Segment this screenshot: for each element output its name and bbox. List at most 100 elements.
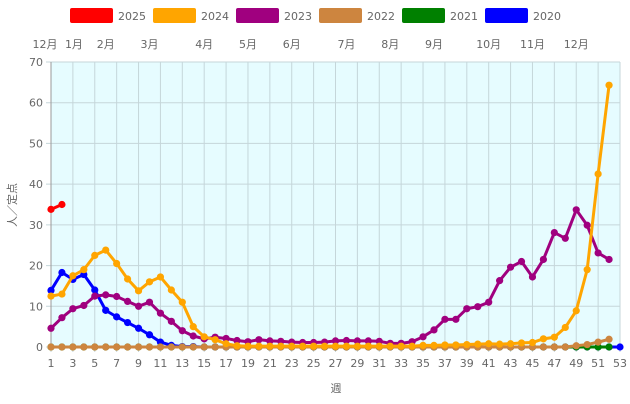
point-2022-week-47: [550, 343, 558, 351]
point-2022-week-3: [69, 343, 77, 351]
point-2024-week-26: [320, 342, 329, 350]
legend-label-2023: 2023: [284, 10, 312, 23]
point-2024-week-25: [310, 342, 318, 350]
month-labels: 12月 1月 2月 3月 4月 5月 6月 7月 8月 9月 10月 11月 12月: [32, 38, 588, 51]
point-2024-week-30: [364, 342, 372, 350]
point-2023-week-43: [506, 263, 515, 271]
y-tick-label: 30: [29, 219, 43, 232]
legend-swatch-2021: [402, 8, 445, 23]
point-2023-week-8: [123, 297, 132, 305]
x-tick-label: 21: [263, 357, 277, 370]
legend-label-2020: 2020: [533, 10, 561, 23]
point-2022-week-1: [47, 343, 55, 351]
point-2022-week-11: [156, 343, 165, 351]
series-2023: [47, 206, 613, 347]
point-2023-week-52: [605, 255, 613, 264]
point-2022-week-15: [200, 343, 208, 351]
point-2022-week-13: [178, 343, 186, 351]
point-2024-week-10: [145, 278, 154, 286]
point-2024-week-36: [430, 341, 438, 349]
x-tick-label: 9: [135, 357, 142, 370]
x-tick-label: 35: [416, 357, 430, 370]
point-2024-week-45: [528, 338, 537, 347]
legend-swatch-2022: [319, 8, 362, 23]
point-2023-week-40: [474, 303, 482, 311]
point-2024-week-52: [605, 81, 613, 89]
point-2023-week-9: [134, 302, 143, 310]
point-2024-week-22: [277, 342, 285, 350]
point-2024-week-24: [299, 342, 307, 350]
point-2024-week-11: [156, 273, 165, 281]
point-2022-week-46: [539, 343, 548, 351]
point-2020-week-9: [134, 324, 143, 332]
x-tick-label: 33: [394, 357, 408, 370]
point-2023-week-11: [156, 309, 165, 317]
point-2023-week-21: [266, 337, 274, 345]
point-2024-week-43: [506, 340, 515, 348]
y-tick-label: 10: [29, 300, 43, 313]
point-2023-week-48: [561, 234, 569, 242]
month-label: 3月: [140, 38, 158, 51]
point-2023-week-5: [91, 292, 99, 300]
point-2024-week-46: [539, 335, 548, 343]
point-2024-week-17: [222, 340, 230, 348]
point-2024-week-35: [419, 341, 427, 349]
x-tick-label: 17: [219, 357, 233, 370]
legend-swatch-2020: [485, 8, 528, 23]
point-2023-week-36: [430, 326, 438, 334]
y-tick-label: 40: [29, 178, 43, 191]
month-label: 8月: [381, 38, 399, 51]
month-label: 11月: [520, 38, 545, 51]
point-2025-week-2: [58, 200, 66, 209]
point-2023-week-27: [331, 337, 340, 345]
legend-label-2024: 2024: [201, 10, 229, 23]
point-2024-week-44: [517, 339, 526, 347]
x-tick-label: 3: [69, 357, 76, 370]
point-2024-week-34: [408, 342, 416, 350]
y-tick-label: 50: [29, 137, 43, 150]
series-2024: [47, 81, 613, 350]
point-2023-week-35: [419, 333, 427, 341]
month-label: 4月: [195, 38, 213, 51]
point-2020-week-2: [58, 268, 66, 277]
point-2024-week-21: [266, 342, 274, 350]
point-2020-week-8: [123, 318, 132, 327]
series-2025: [47, 200, 66, 213]
point-2020-week-10: [145, 331, 154, 339]
point-2024-week-16: [211, 336, 219, 344]
x-tick-label: 51: [591, 357, 605, 370]
point-2023-week-13: [178, 327, 186, 335]
x-tick-label: 25: [307, 357, 321, 370]
point-2024-week-38: [452, 341, 460, 349]
x-tick-label: 41: [482, 357, 496, 370]
legend-label-2025: 2025: [118, 10, 146, 23]
point-2023-week-49: [572, 206, 580, 214]
point-2022-week-5: [91, 343, 99, 351]
y-axis-title: 人／定点: [5, 183, 19, 227]
y-tick-label: 70: [29, 56, 43, 69]
point-2020-week-6: [102, 306, 110, 314]
point-2022-week-14: [189, 343, 197, 351]
point-2023-week-20: [255, 336, 263, 344]
point-2024-week-48: [561, 323, 569, 332]
point-2024-week-19: [244, 342, 252, 350]
point-2023-week-37: [441, 315, 449, 323]
point-2024-week-37: [441, 341, 449, 349]
legend-label-2021: 2021: [450, 10, 478, 23]
point-2022-week-51: [594, 338, 602, 346]
point-2024-week-51: [594, 170, 602, 178]
point-2024-week-8: [123, 275, 132, 283]
x-tick-label: 47: [547, 357, 561, 370]
legend: 2025 2024 2023 2022 2021 2020: [70, 8, 561, 23]
x-tick-label: 37: [438, 357, 452, 370]
point-2023-week-30: [364, 337, 372, 345]
y-tick-label: 60: [29, 97, 43, 110]
point-2022-week-4: [80, 343, 88, 351]
point-2022-week-16: [211, 343, 219, 351]
point-2022-week-9: [134, 343, 143, 351]
point-2024-week-18: [233, 342, 241, 350]
month-label: 9月: [425, 38, 443, 51]
point-2024-week-12: [167, 286, 175, 294]
point-2024-week-5: [91, 251, 99, 259]
